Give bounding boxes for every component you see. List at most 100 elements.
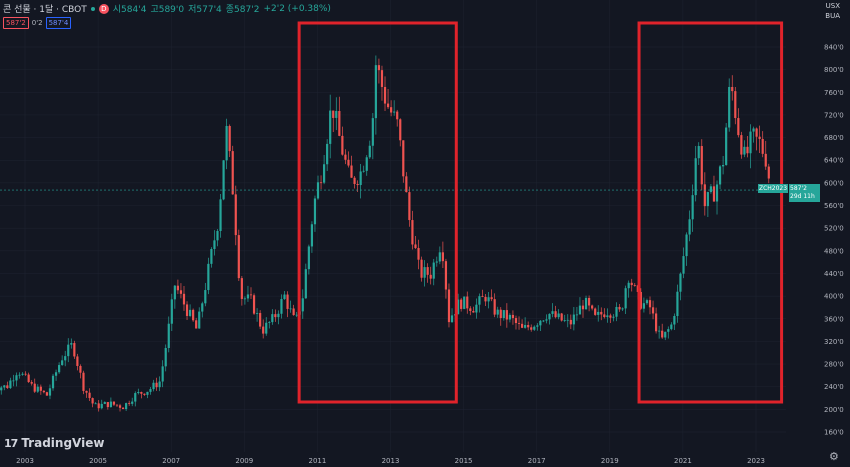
candle-body (198, 311, 201, 329)
candle-body (667, 329, 670, 332)
candle-body (435, 261, 438, 263)
price-tick-label: 640'0 (824, 157, 844, 165)
spread-label: 0'2 (31, 19, 43, 27)
price-tick-label: 240'0 (824, 383, 844, 391)
high-value: 고589'0 (150, 5, 185, 15)
candle-body (740, 135, 743, 155)
price-tick-label: 480'0 (824, 247, 844, 255)
candle-body (283, 294, 286, 300)
settings-gear-icon[interactable]: ⚙ (829, 450, 839, 463)
candle-body (578, 305, 582, 315)
currency-label[interactable]: USX (825, 2, 840, 10)
candle-body (259, 313, 262, 327)
candle-body (109, 401, 112, 408)
candle-body (277, 313, 280, 318)
candle-body (627, 282, 630, 289)
candle-body (207, 263, 210, 291)
candle-body (615, 306, 618, 317)
unit-label[interactable]: BUA (825, 12, 840, 20)
candle-body (621, 308, 624, 310)
candle-body (487, 297, 490, 302)
candle-body (134, 393, 137, 402)
time-tick-label: 2009 (235, 457, 253, 465)
candle-body (654, 313, 658, 332)
symbol-title[interactable]: 콘 선물 · 1달 · CBOT (3, 5, 87, 15)
candle-body (167, 323, 170, 349)
candle-body (429, 274, 432, 279)
candle-body (64, 356, 67, 361)
candle-body (414, 244, 417, 249)
candle-body (30, 382, 33, 384)
candle-body (188, 309, 192, 316)
time-axis[interactable]: 2003 2005 2007 2009 2011 2013 2015 2017 2019 2021… (16, 457, 765, 465)
candle-body (517, 323, 521, 324)
candle-body (575, 314, 579, 316)
candle-body (524, 325, 527, 328)
candle-body (323, 164, 326, 183)
candle-body (304, 269, 307, 299)
candle-body (222, 160, 225, 200)
candle-body (399, 119, 402, 141)
candle-body (673, 316, 676, 325)
candle-body (36, 386, 39, 392)
buy-button[interactable]: 587'4 (45, 17, 72, 29)
candle-body (520, 323, 524, 328)
candle-body (219, 199, 222, 231)
candle-body (313, 198, 317, 225)
price-tick-label: 200'0 (824, 406, 844, 414)
candle-body (15, 375, 18, 381)
candle-body (42, 390, 45, 393)
candle-body (58, 365, 61, 373)
candle-body (725, 127, 728, 166)
candle-body (466, 296, 469, 309)
delayed-badge[interactable]: D (98, 3, 109, 14)
candle-body (463, 296, 466, 309)
candle-body (146, 391, 149, 395)
candle-body (82, 372, 85, 391)
candle-body (195, 320, 198, 329)
candle-body (112, 401, 116, 405)
candle-body (356, 183, 359, 186)
candle-body (73, 343, 76, 357)
candle-body (618, 306, 621, 310)
candle-body (633, 285, 636, 286)
candle-body (67, 344, 70, 357)
price-axis[interactable]: 160'0 200'0 240'0 280'0 320'0 360'0 400'0 440'0… (824, 44, 844, 437)
candle-body (514, 318, 518, 324)
candle-body (12, 380, 15, 382)
time-tick-label: 2003 (16, 457, 34, 465)
candle-body (749, 131, 752, 154)
legend-header: 콘 선물 · 1달 · CBOT D 시584'4 고589'0 저577'4 … (3, 2, 331, 15)
candle-body (192, 309, 195, 321)
price-tick-label: 600'0 (824, 179, 844, 187)
candle-body (243, 298, 247, 300)
candle-body (100, 403, 103, 409)
sell-button[interactable]: 587'2 (3, 17, 29, 29)
candle-body (685, 234, 688, 257)
candle-body (624, 288, 627, 309)
tradingview-logo[interactable]: 17 TradingView (4, 436, 104, 450)
candle-body (703, 184, 706, 207)
candle-body (228, 125, 231, 152)
candle-body (530, 327, 533, 330)
candle-body (383, 86, 387, 104)
candle-body (651, 307, 655, 314)
candle-body (755, 128, 758, 137)
candle-body (767, 166, 770, 179)
candle-body (420, 259, 423, 278)
candle-body (508, 314, 511, 320)
time-tick-label: 2015 (455, 457, 473, 465)
candle-body (734, 91, 737, 119)
candle-body (204, 290, 207, 304)
candle-body (536, 325, 539, 327)
candle-body (161, 366, 164, 382)
candle-body (490, 297, 493, 300)
candle-body (158, 381, 161, 388)
candle-body (670, 324, 673, 330)
candle-body (728, 86, 731, 128)
candle-body (533, 326, 536, 330)
candle-body (405, 176, 408, 193)
candle-body (438, 252, 441, 262)
candle-body (368, 145, 371, 158)
